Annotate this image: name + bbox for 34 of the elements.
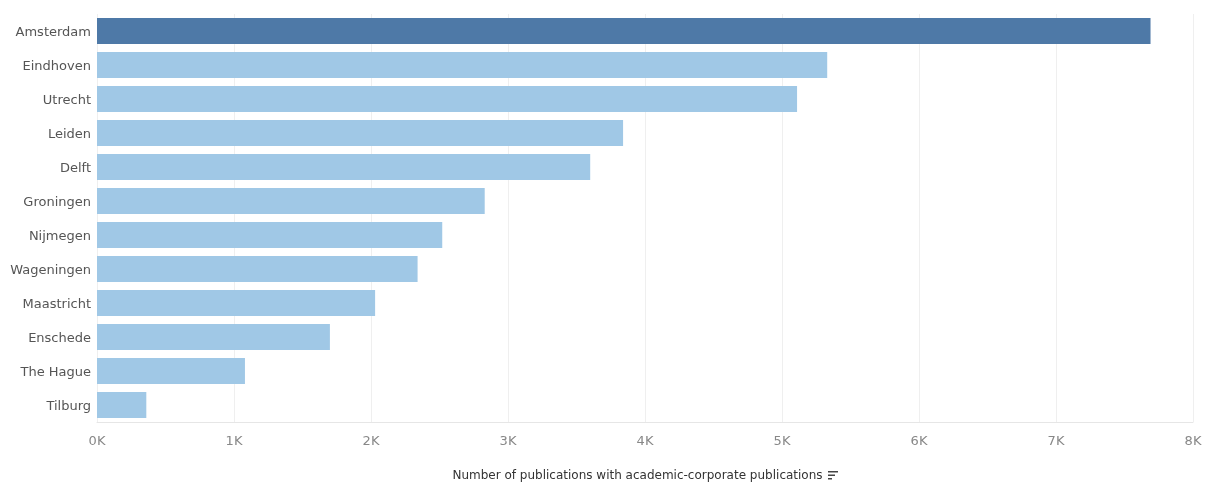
bar (97, 357, 245, 385)
x-tick-label: 5K (773, 433, 791, 448)
bar (97, 323, 330, 351)
x-axis-title: Number of publications with academic-corporate publications (452, 468, 823, 482)
y-tick-label: Eindhoven (22, 57, 91, 73)
y-tick-label: Tilburg (45, 397, 91, 413)
bar (97, 119, 624, 147)
y-tick-label: The Hague (19, 363, 91, 379)
y-tick-label: Delft (59, 159, 91, 175)
x-tick-label: 3K (499, 433, 517, 448)
x-tick-label: 4K (636, 433, 654, 448)
bar (97, 17, 1151, 45)
bar (97, 85, 798, 113)
x-tick-label: 0K (88, 433, 106, 448)
y-tick-label: Wageningen (10, 261, 91, 277)
x-tick-label: 8K (1184, 433, 1202, 448)
bar (97, 289, 376, 317)
bar (97, 391, 147, 419)
bar (97, 221, 443, 249)
bar (97, 255, 418, 283)
bar (97, 187, 485, 215)
y-tick-label: Utrecht (42, 91, 91, 107)
bar (97, 153, 591, 181)
x-tick-label: 6K (910, 433, 928, 448)
y-tick-label: Enschede (28, 329, 91, 345)
y-tick-label: Maastricht (22, 295, 91, 311)
y-tick-label: Nijmegen (28, 227, 91, 243)
x-tick-label: 1K (225, 433, 243, 448)
y-tick-label: Amsterdam (15, 23, 91, 39)
x-tick-label: 7K (1047, 433, 1065, 448)
y-tick-label: Leiden (47, 125, 91, 141)
bar (97, 51, 828, 79)
y-tick-label: Groningen (23, 193, 91, 209)
x-tick-label: 2K (362, 433, 380, 448)
